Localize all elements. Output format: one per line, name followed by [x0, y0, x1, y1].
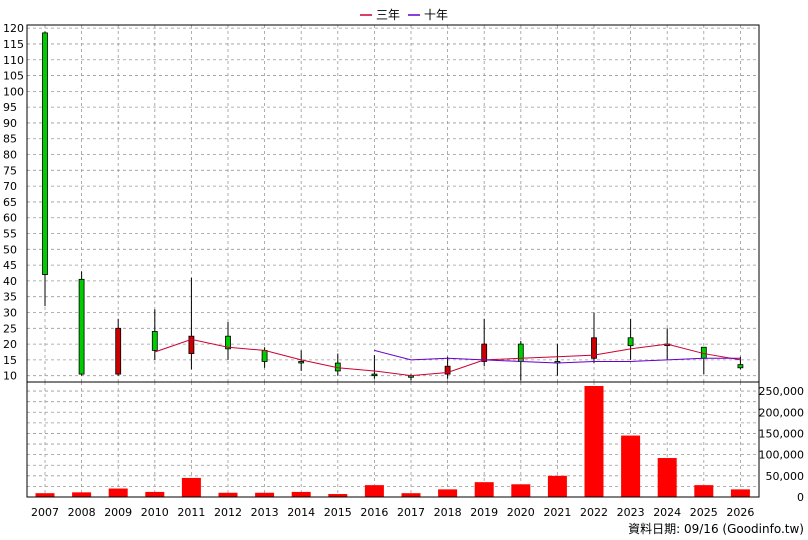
price-tick-label: 115	[3, 38, 24, 51]
volume-bar	[108, 488, 128, 497]
price-tick-label: 75	[3, 164, 17, 177]
price-tick-label: 90	[3, 117, 17, 130]
volume-bar	[621, 435, 641, 497]
candle-body	[627, 337, 634, 347]
price-tick-label: 30	[3, 306, 17, 319]
price-tick-label: 15	[3, 354, 17, 367]
volume-plot-frame	[26, 381, 760, 498]
year-tick-label: 2023	[617, 506, 645, 519]
price-axis-labels: 10 15 20 25 30 35 40 45 50 55 60 65 70 75 80 85 90 95 100 1…	[3, 22, 24, 383]
year-tick-label: 2010	[141, 506, 169, 519]
year-tick-label: 2012	[214, 506, 242, 519]
candle-body	[225, 335, 231, 350]
price-tick-label: 80	[3, 149, 17, 162]
volume-bar	[72, 492, 92, 497]
year-tick-label: 2015	[324, 506, 352, 519]
candle-body	[261, 350, 268, 362]
candle-body	[298, 361, 305, 364]
footer-source: 資料日期: 09/16 (Goodinfo.tw)	[628, 522, 804, 536]
price-tick-label: 120	[3, 22, 24, 35]
price-tick-label: 100	[3, 85, 24, 98]
legend-label-1: 三年	[376, 8, 400, 22]
volume-bar	[328, 494, 348, 497]
average-lines	[154, 338, 741, 377]
volume-bar	[584, 386, 604, 497]
volume-bars	[35, 386, 750, 497]
candle-body	[151, 331, 158, 351]
year-tick-label: 2024	[653, 506, 681, 519]
price-tick-label: 45	[3, 259, 17, 272]
ten-year-line	[374, 349, 741, 364]
volume-bar	[145, 491, 165, 497]
volume-bar	[547, 475, 567, 497]
price-tick-label: 50	[3, 243, 17, 256]
volume-bar	[730, 489, 750, 497]
year-tick-label: 2013	[251, 506, 279, 519]
price-tick-label: 110	[3, 54, 24, 67]
candle-body	[481, 343, 488, 362]
year-tick-label: 2014	[287, 506, 315, 519]
price-tick-label: 60	[3, 212, 17, 225]
candle-body	[115, 327, 122, 375]
candle-body	[371, 373, 378, 377]
volume-bar	[511, 484, 531, 497]
candle-body	[78, 278, 85, 375]
volume-tick-label: 0	[797, 491, 804, 504]
candle-body	[444, 365, 451, 375]
price-tick-label: 25	[3, 322, 17, 335]
volume-bar	[35, 493, 55, 497]
volume-tick-label: 50,000	[766, 470, 805, 483]
volume-bar	[694, 485, 714, 497]
legend-label-2: 十年	[424, 8, 448, 22]
year-tick-label: 2025	[690, 506, 718, 519]
volume-bar	[657, 458, 677, 497]
volume-tick-label: 200,000	[759, 406, 805, 419]
candle-body	[42, 32, 48, 275]
volume-bar	[255, 492, 275, 497]
year-tick-label: 2022	[580, 506, 608, 519]
volume-tick-label: 150,000	[759, 427, 805, 440]
price-tick-label: 20	[3, 338, 17, 351]
year-tick-label: 2011	[177, 506, 205, 519]
price-tick-label: 65	[3, 196, 17, 209]
price-tick-label: 85	[3, 133, 17, 146]
price-tick-label: 70	[3, 180, 17, 193]
price-tick-label: 105	[3, 70, 24, 83]
volume-bar	[364, 485, 384, 497]
year-tick-label: 2026	[726, 506, 754, 519]
volume-bar	[218, 492, 238, 497]
candle-body	[591, 337, 597, 359]
volume-tick-label: 100,000	[759, 449, 805, 462]
year-tick-label: 2016	[360, 506, 388, 519]
price-tick-label: 35	[3, 291, 17, 304]
volume-bar	[438, 489, 458, 497]
legend: 三年 十年	[360, 8, 448, 22]
price-tick-label: 95	[3, 101, 17, 114]
volume-bar	[474, 482, 494, 497]
volume-bar	[291, 491, 311, 497]
volume-bar	[401, 493, 421, 497]
year-tick-label: 2007	[31, 506, 59, 519]
price-tick-label: 40	[3, 275, 17, 288]
year-tick-label: 2018	[434, 506, 462, 519]
three-year-line	[154, 338, 741, 377]
volume-axis-labels: 0 50,000 100,000 150,000 200,000 250,000	[759, 385, 805, 504]
volume-tick-label: 250,000	[759, 385, 805, 398]
year-tick-label: 2020	[507, 506, 535, 519]
price-tick-label: 55	[3, 228, 17, 241]
year-axis-labels: 2007 2008 2009 2010 2011 2012 2013 2014 2015 2016…	[31, 506, 754, 519]
year-tick-label: 2008	[68, 506, 96, 519]
price-grid	[27, 25, 759, 382]
price-tick-label: 10	[3, 370, 17, 383]
candle-body	[188, 335, 195, 354]
candle-body	[737, 364, 744, 369]
volume-bar	[181, 477, 201, 497]
year-tick-label: 2021	[543, 506, 571, 519]
year-tick-label: 2009	[104, 506, 132, 519]
year-tick-label: 2017	[397, 506, 425, 519]
year-tick-label: 2019	[470, 506, 498, 519]
